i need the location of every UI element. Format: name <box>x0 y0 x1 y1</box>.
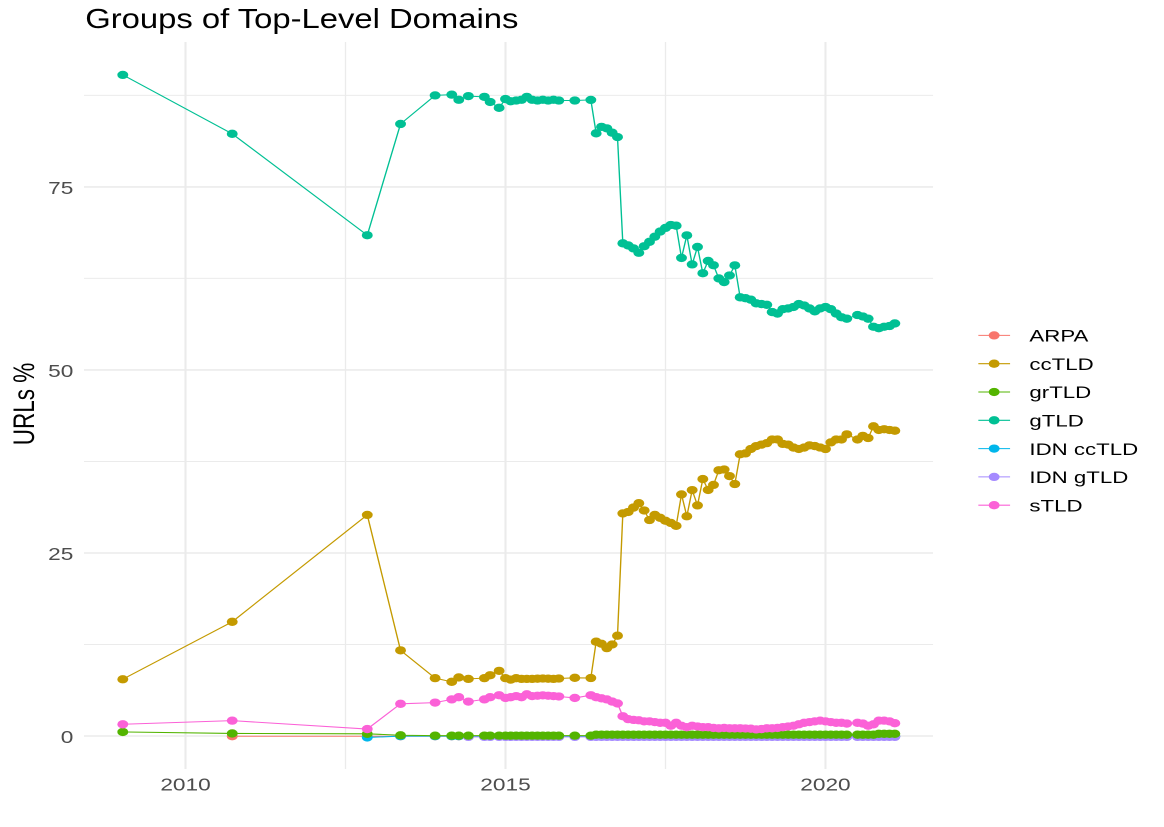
svg-text:0: 0 <box>61 728 74 747</box>
svg-text:2020: 2020 <box>800 776 850 795</box>
svg-text:URLs %: URLs % <box>7 363 41 445</box>
svg-text:Groups of Top-Level Domains: Groups of Top-Level Domains <box>85 2 518 34</box>
svg-text:grTLD: grTLD <box>1029 384 1091 403</box>
svg-text:2010: 2010 <box>160 776 210 795</box>
svg-text:50: 50 <box>48 362 73 381</box>
svg-text:sTLD: sTLD <box>1029 497 1082 516</box>
svg-text:gTLD: gTLD <box>1029 412 1083 431</box>
svg-text:25: 25 <box>48 545 73 564</box>
svg-text:IDN gTLD: IDN gTLD <box>1029 469 1128 488</box>
svg-text:ARPA: ARPA <box>1029 327 1089 346</box>
svg-text:IDN ccTLD: IDN ccTLD <box>1029 440 1138 459</box>
svg-text:75: 75 <box>48 179 73 198</box>
svg-text:2015: 2015 <box>480 776 530 795</box>
svg-text:ccTLD: ccTLD <box>1029 355 1093 374</box>
